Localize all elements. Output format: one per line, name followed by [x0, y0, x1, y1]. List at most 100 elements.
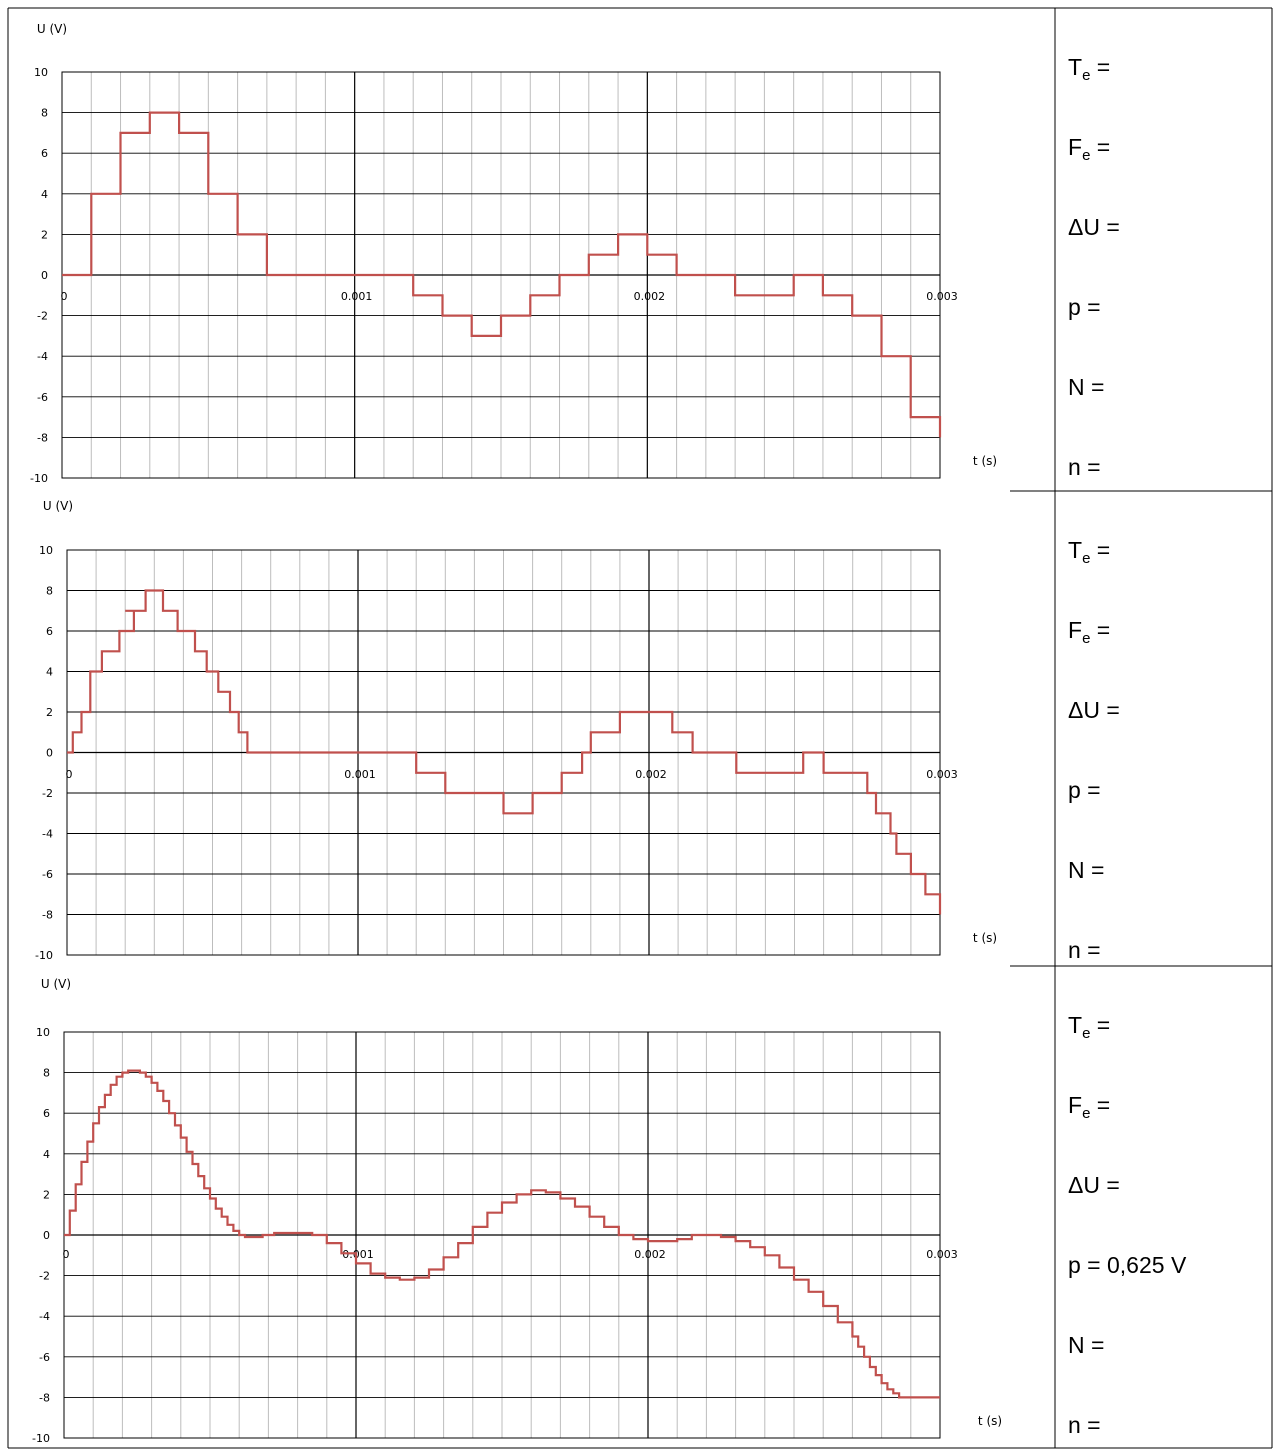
- y-tick-label: 8: [46, 585, 53, 598]
- side-label: Fe =: [1068, 1092, 1110, 1122]
- x-tick-label: 0.003: [926, 768, 958, 781]
- y-tick-label: 0: [41, 269, 48, 282]
- label-main: T: [1068, 537, 1082, 563]
- y-tick-label: 8: [41, 107, 48, 120]
- label-main: ΔU =: [1068, 697, 1120, 723]
- x-tick-label: 0.003: [926, 290, 958, 303]
- label-rest: =: [1090, 54, 1110, 80]
- side-label: N =: [1068, 857, 1104, 883]
- side-label: Te =: [1068, 537, 1110, 567]
- x-tick-label: 0.003: [926, 1248, 958, 1261]
- label-main: n =: [1068, 937, 1101, 963]
- label-main: p = 0,625 V: [1068, 1252, 1187, 1278]
- side-label: ΔU =: [1068, 1172, 1120, 1198]
- label-subscript: e: [1082, 147, 1090, 164]
- y-tick-label: 4: [41, 188, 48, 201]
- side-label: N =: [1068, 374, 1104, 400]
- x-axis-title: t (s): [973, 931, 997, 945]
- label-main: N =: [1068, 1332, 1104, 1358]
- x-tick-label: 0.001: [341, 290, 373, 303]
- label-subscript: e: [1082, 550, 1090, 567]
- x-tick-label: 0.002: [634, 1248, 666, 1261]
- label-main: n =: [1068, 1412, 1101, 1438]
- series-line-1: [62, 111, 942, 438]
- y-tick-label: -6: [37, 391, 48, 404]
- side-label: p =: [1068, 294, 1101, 320]
- label-main: p =: [1068, 777, 1101, 803]
- x-axis-title: t (s): [973, 454, 997, 468]
- side-label: N =: [1068, 1332, 1104, 1358]
- side-label: ΔU =: [1068, 214, 1120, 240]
- label-main: T: [1068, 54, 1082, 80]
- side-label: Te =: [1068, 54, 1110, 84]
- chart-3: 10 8 6 4 2 0 -2 -4 -6 -8 -10 0 0.001 0.002 0.003 U (V) t…: [32, 977, 1002, 1445]
- y-tick-label: 2: [43, 1188, 50, 1201]
- y-tick-label: 6: [41, 147, 48, 160]
- y-tick-label: -4: [39, 1310, 50, 1323]
- side-label: n =: [1068, 937, 1101, 963]
- label-main: p =: [1068, 294, 1101, 320]
- label-rest: =: [1090, 1012, 1110, 1038]
- label-main: F: [1068, 1092, 1082, 1118]
- side-labels-layer: Te =Fe =ΔU =p =N =n =Te =Fe =ΔU =p =N =n…: [1068, 54, 1187, 1438]
- y-tick-label: -6: [39, 1351, 50, 1364]
- x-tick-label: 0.001: [344, 768, 376, 781]
- y-tick-label: 2: [46, 706, 53, 719]
- y-axis-title: U (V): [43, 499, 73, 513]
- x-tick-label: 0.002: [635, 768, 667, 781]
- y-tick-label: 0: [46, 747, 53, 760]
- side-label: p = 0,625 V: [1068, 1252, 1187, 1278]
- y-tick-label: -8: [37, 431, 48, 444]
- label-main: ΔU =: [1068, 1172, 1120, 1198]
- y-axis-title: U (V): [41, 977, 71, 991]
- side-label: n =: [1068, 1412, 1101, 1438]
- label-rest: =: [1090, 134, 1110, 160]
- side-label: Fe =: [1068, 134, 1110, 164]
- x-tick-label: 0.002: [634, 290, 666, 303]
- y-tick-label: 4: [46, 666, 53, 679]
- y-tick-label: 2: [41, 228, 48, 241]
- y-tick-label: 6: [46, 625, 53, 638]
- label-rest: =: [1090, 1092, 1110, 1118]
- label-subscript: e: [1082, 1025, 1090, 1042]
- side-label: ΔU =: [1068, 697, 1120, 723]
- label-main: n =: [1068, 454, 1101, 480]
- y-tick-label: -10: [30, 472, 48, 485]
- side-label: Te =: [1068, 1012, 1110, 1042]
- y-tick-label: -10: [32, 1432, 50, 1445]
- y-tick-label: -10: [35, 949, 53, 962]
- label-subscript: e: [1082, 1105, 1090, 1122]
- x-tick-label: 0.001: [342, 1248, 374, 1261]
- y-tick-label: -2: [39, 1270, 50, 1283]
- x-tick-label: 0: [61, 290, 68, 303]
- y-tick-label: -8: [42, 909, 53, 922]
- y-tick-label: 10: [36, 1026, 50, 1039]
- label-main: F: [1068, 617, 1082, 643]
- y-tick-label: -8: [39, 1391, 50, 1404]
- side-label: n =: [1068, 454, 1101, 480]
- y-tick-label: 4: [43, 1148, 50, 1161]
- y-tick-label: 10: [34, 66, 48, 79]
- y-tick-label: -2: [37, 310, 48, 323]
- label-rest: =: [1090, 537, 1110, 563]
- side-panel-1: Te =Fe =ΔU =p =N =n =: [1068, 54, 1120, 480]
- side-label: Fe =: [1068, 617, 1110, 647]
- label-main: ΔU =: [1068, 214, 1120, 240]
- y-tick-label: 0: [43, 1229, 50, 1242]
- label-main: T: [1068, 1012, 1082, 1038]
- chart-2: 10 8 6 4 2 0 -2 -4 -6 -8 -10 0 0.001 0.002 0.003 U (V) t…: [35, 499, 997, 962]
- y-tick-label: -2: [42, 787, 53, 800]
- label-rest: =: [1090, 617, 1110, 643]
- x-tick-label: 0: [63, 1248, 70, 1261]
- label-subscript: e: [1082, 67, 1090, 84]
- y-axis-title: U (V): [37, 22, 67, 36]
- side-panel-3: Te =Fe =ΔU =p = 0,625 VN =n =: [1068, 1012, 1187, 1438]
- label-main: N =: [1068, 857, 1104, 883]
- x-axis-title: t (s): [978, 1414, 1002, 1428]
- y-tick-label: -4: [37, 350, 48, 363]
- side-panel-2: Te =Fe =ΔU =p =N =n =: [1068, 537, 1120, 963]
- series-line-1: [64, 1069, 940, 1399]
- y-tick-label: -4: [42, 828, 53, 841]
- chart-1: 10 8 6 4 2 0 -2 -4 -6 -8 -10 0 0.001 0.002 0.003 U (V) t…: [30, 22, 997, 485]
